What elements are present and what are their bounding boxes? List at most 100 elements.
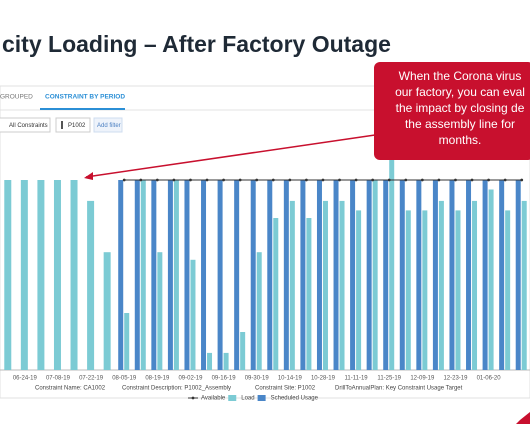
x-tick-label: 09-16-19 [212, 376, 237, 382]
bar [70, 180, 78, 370]
bar [521, 200, 527, 370]
bar [466, 180, 472, 370]
bar [505, 210, 511, 370]
bar [399, 180, 405, 370]
line-point [305, 178, 308, 182]
bar [87, 200, 95, 370]
callout-text: When the Corona virus our factory, you ca… [395, 69, 525, 147]
bar [140, 180, 146, 370]
bar [240, 332, 246, 370]
line-point [454, 178, 457, 182]
legend-label: Available [201, 396, 226, 402]
line-point [172, 178, 176, 182]
tab[interactable]: GROUPED [0, 94, 33, 101]
bar [118, 180, 124, 370]
bar [372, 180, 378, 370]
bar [416, 180, 422, 370]
filter-label[interactable]: All Constraints [9, 123, 48, 129]
footer-text: DrillToAnnualPlan: Key Constraint Usage … [335, 386, 463, 392]
bar [300, 180, 306, 370]
bar [256, 252, 262, 370]
line-point [139, 178, 143, 182]
bar [134, 180, 140, 370]
footer-text: Constraint Name: CA1002 [35, 386, 106, 392]
bar [273, 218, 279, 370]
bar [432, 180, 438, 370]
line-point [222, 178, 225, 182]
filter-chip[interactable] [0, 117, 51, 133]
bar [190, 259, 196, 370]
bar [350, 180, 356, 370]
line-point [205, 178, 209, 182]
bar [223, 352, 229, 370]
line-point [503, 178, 507, 182]
line-point [238, 178, 242, 182]
tab[interactable]: CONSTRAINT BY PERIOD [45, 94, 125, 101]
bar [124, 313, 130, 370]
callout-arrowhead [84, 172, 93, 180]
bar [173, 180, 179, 370]
bar [234, 180, 240, 370]
callout-line: When the Corona virus [399, 69, 522, 83]
filter-icon [61, 121, 63, 129]
callout-line: the impact by closing de [396, 101, 525, 115]
legend-label: Load [241, 396, 254, 402]
legend: Available Load Scheduled Usage [188, 395, 319, 402]
bar [438, 200, 444, 370]
x-tick-label: 09-02-19 [178, 376, 203, 382]
bar [207, 352, 213, 370]
x-tick-label: 06-24-19 [13, 376, 38, 382]
line-point [470, 178, 474, 182]
callout-line: our factory, you can eval [395, 85, 525, 99]
line-point [437, 178, 441, 182]
x-tick-label: 12-09-19 [410, 376, 435, 382]
bar [157, 252, 163, 370]
add-filter[interactable] [93, 117, 123, 133]
legend-label: Scheduled Usage [271, 396, 319, 402]
bar [422, 210, 428, 370]
bar [499, 180, 505, 370]
bar [289, 200, 295, 370]
bar [339, 200, 345, 370]
bar [20, 180, 28, 370]
filter-label[interactable]: P1002 [68, 123, 86, 129]
x-tick-label: 11-11-19 [345, 376, 369, 382]
callout-line: months. [439, 133, 482, 147]
x-tick-label: 01-06-20 [477, 376, 502, 382]
line-point [338, 178, 341, 182]
legend-swatch [228, 395, 237, 401]
line-point [420, 178, 424, 182]
line-point [271, 178, 275, 182]
bar [322, 200, 328, 370]
line-point [520, 178, 524, 182]
bar [316, 180, 322, 370]
bar [515, 180, 521, 370]
x-tick-label: 12-23-19 [443, 376, 468, 382]
bar [37, 180, 45, 370]
x-tick-label: 10-28-19 [311, 376, 336, 382]
bar [283, 180, 289, 370]
line-point [404, 178, 408, 182]
line-point [189, 178, 192, 182]
bar [4, 180, 12, 370]
bar [366, 180, 372, 370]
filter-label[interactable]: Add filter [97, 123, 121, 129]
legend-swatch [257, 395, 266, 401]
bar [184, 180, 190, 370]
line-point [321, 178, 325, 182]
bar [356, 210, 362, 370]
bar [53, 180, 61, 370]
filter-chip[interactable] [55, 117, 91, 133]
bar [201, 180, 207, 370]
line-point [255, 178, 259, 182]
bar [488, 189, 494, 370]
line-point [122, 178, 126, 182]
bar [250, 180, 256, 370]
line-point [387, 178, 391, 182]
bar [151, 180, 157, 370]
callout-line: the assembly line for [405, 117, 515, 131]
bar [383, 180, 389, 370]
bar [167, 180, 173, 370]
bar [333, 180, 339, 370]
